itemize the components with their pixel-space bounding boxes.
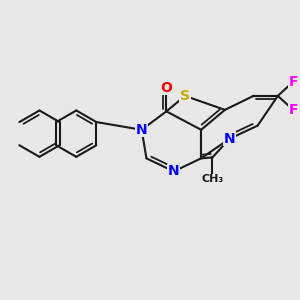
Text: N: N <box>136 123 148 137</box>
Text: CH₃: CH₃ <box>201 174 224 184</box>
Text: F: F <box>289 103 298 117</box>
Text: O: O <box>160 81 172 94</box>
Text: F: F <box>289 75 298 88</box>
Text: S: S <box>180 89 190 103</box>
Text: N: N <box>224 132 236 146</box>
Text: N: N <box>168 164 180 178</box>
